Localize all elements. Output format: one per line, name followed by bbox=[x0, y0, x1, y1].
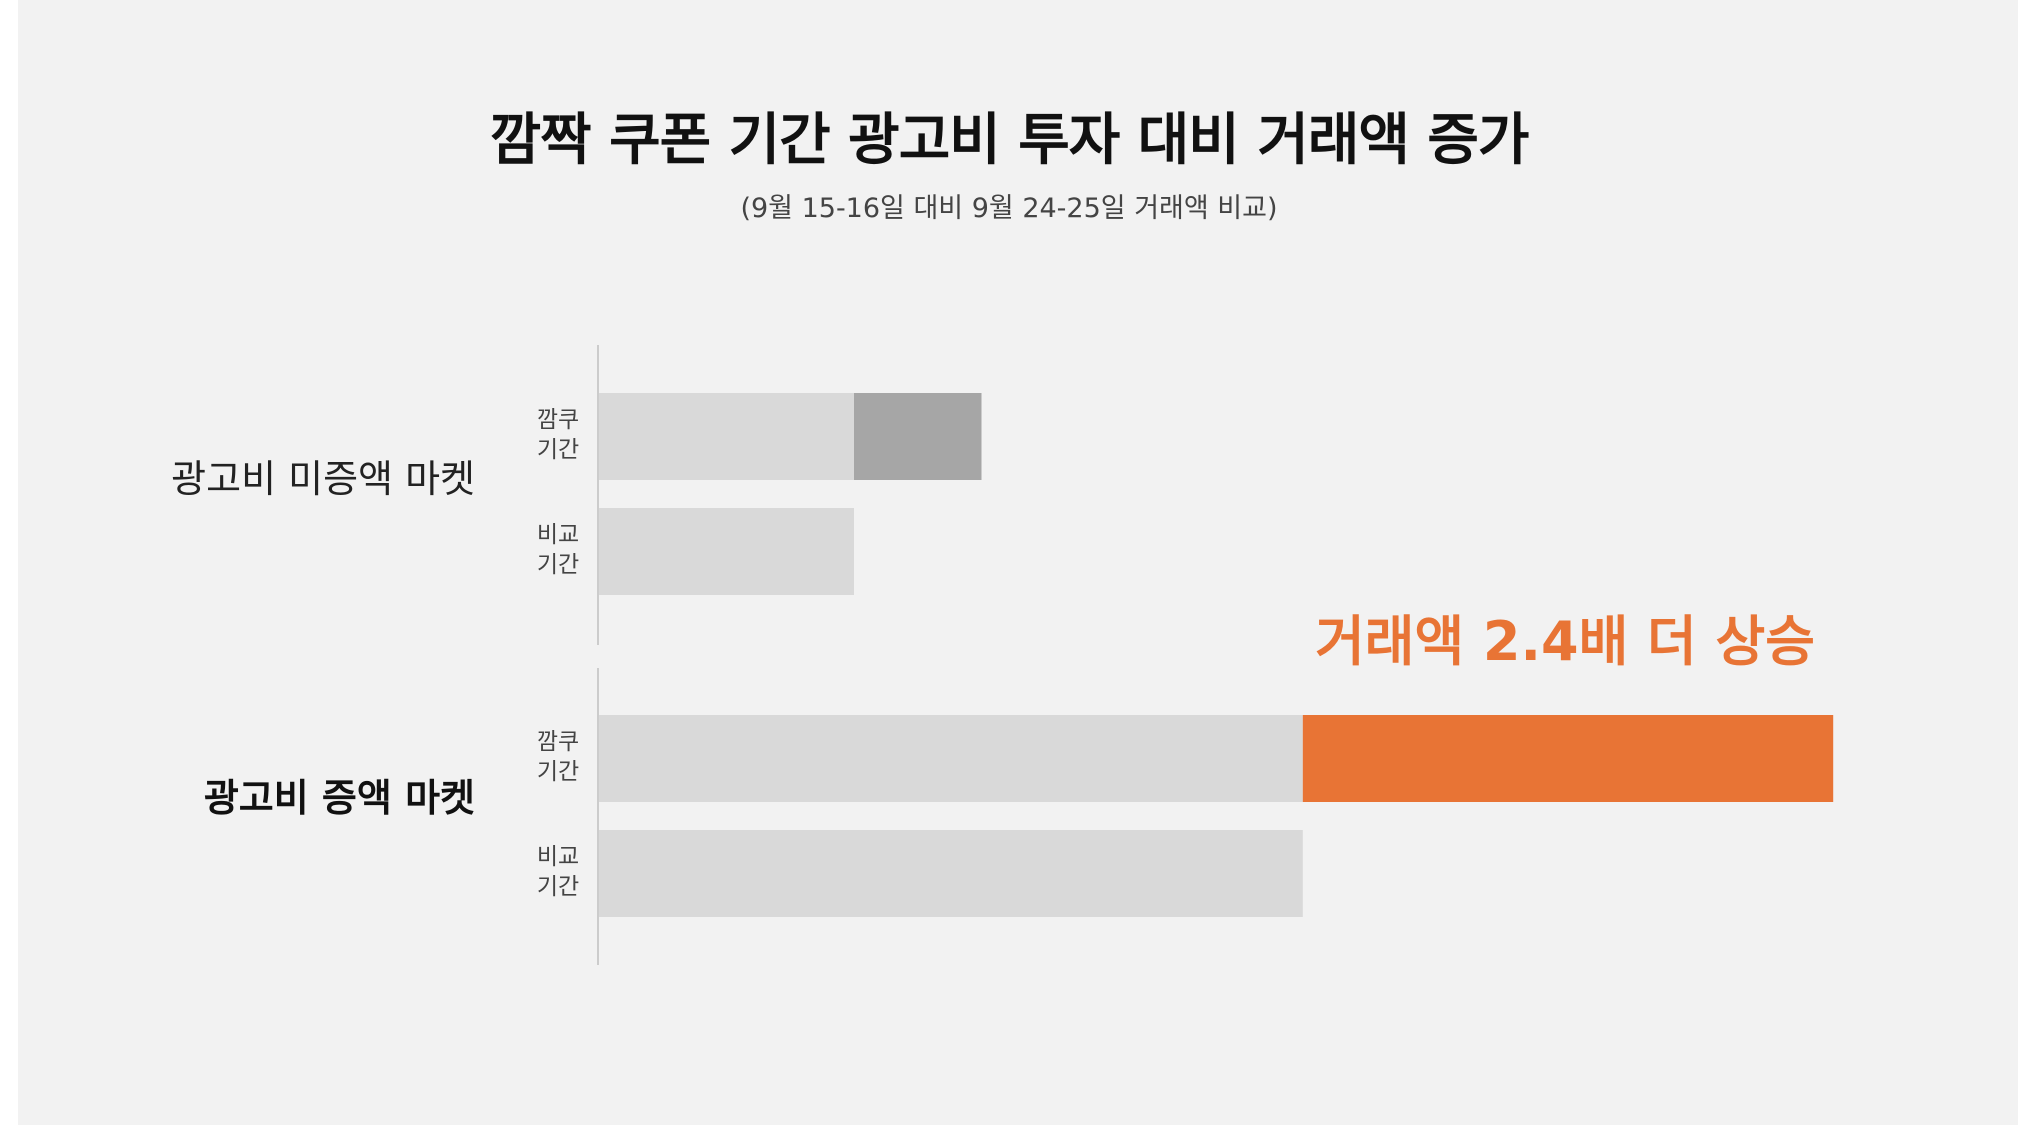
chart-title: 깜짝 쿠폰 기간 광고비 투자 대비 거래액 증가 bbox=[489, 108, 1530, 173]
row-label-line: 기간 bbox=[537, 759, 579, 785]
chart-subtitle: (9월 15-16일 대비 9월 24-25일 거래액 비교) bbox=[740, 193, 1278, 224]
row-label-line: 기간 bbox=[537, 437, 579, 463]
chart-annotation: 거래액 2.4배 더 상승 bbox=[1315, 610, 1815, 673]
group-label: 광고비 미증액 마켓 bbox=[171, 457, 475, 501]
row-label-line: 기간 bbox=[537, 552, 579, 578]
chart-canvas bbox=[18, 0, 2018, 1125]
group-label: 광고비 증액 마켓 bbox=[204, 776, 475, 820]
bar-base bbox=[599, 715, 1303, 802]
row-label-line: 비교 bbox=[537, 844, 579, 870]
bar-base bbox=[599, 830, 1303, 917]
row-label-line: 깜쿠 bbox=[537, 729, 579, 755]
row-label-line: 기간 bbox=[537, 874, 579, 900]
bar-base bbox=[599, 393, 854, 480]
row-label-line: 깜쿠 bbox=[537, 407, 579, 433]
row-label-line: 비교 bbox=[537, 522, 579, 548]
bar-base bbox=[599, 508, 854, 595]
bar-increase bbox=[854, 393, 982, 480]
bar-increase bbox=[1302, 715, 1834, 802]
